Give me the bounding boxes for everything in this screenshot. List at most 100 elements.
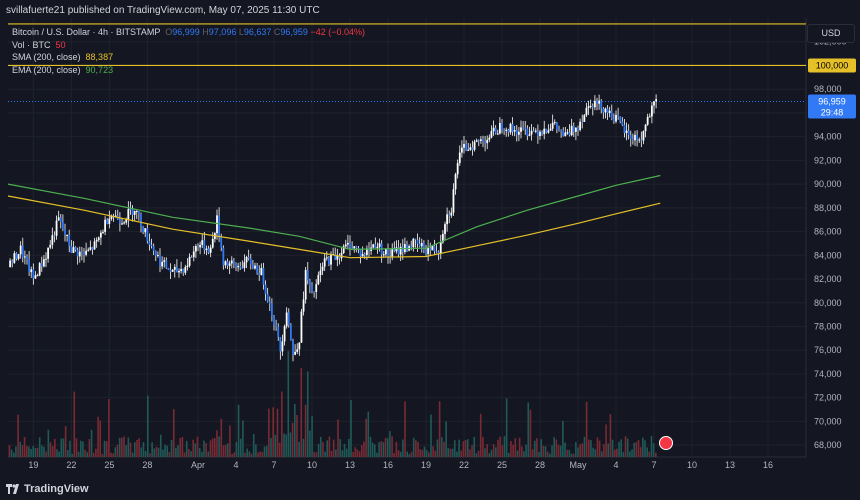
currency-button[interactable]: USD <box>807 24 855 43</box>
candle-body <box>574 127 577 132</box>
candle-body <box>230 260 233 264</box>
candle-body <box>501 122 503 130</box>
candle-body <box>591 105 594 108</box>
candle-body <box>21 245 24 258</box>
candle-body <box>163 260 166 262</box>
candle-body <box>34 275 37 279</box>
volume-bar <box>274 434 277 457</box>
volume-bar <box>205 443 207 457</box>
us-flag-event-icon[interactable] <box>659 436 673 450</box>
volume-bar <box>341 450 344 457</box>
candle-body <box>292 340 294 355</box>
candle-body <box>226 261 229 266</box>
volume-bar <box>45 451 47 457</box>
volume-bar <box>533 440 536 457</box>
candle-body <box>568 132 571 136</box>
candle-body <box>359 249 362 257</box>
volume-bar <box>127 437 130 457</box>
volume-bar <box>229 425 231 457</box>
publish-info: svillafuerte21 published on TradingView.… <box>6 5 320 16</box>
volume-bar <box>332 439 335 457</box>
volume-bar <box>464 439 467 457</box>
x-tick-label: 16 <box>383 460 393 470</box>
legend-sma-label[interactable]: SMA (200, close) <box>12 52 81 62</box>
volume-bar <box>110 452 112 457</box>
candle-body <box>218 215 221 237</box>
volume-bar <box>542 445 545 457</box>
candle-body <box>530 130 533 135</box>
candle-body <box>395 247 398 252</box>
volume-bar <box>505 398 508 457</box>
candle-body <box>547 130 550 133</box>
y-tick-label: 76,000 <box>814 345 842 355</box>
candle-body <box>161 261 164 267</box>
volume-bar <box>54 438 56 457</box>
volume-bar <box>41 445 43 457</box>
y-tick-label: 68,000 <box>814 440 842 450</box>
volume-bar <box>302 438 305 457</box>
volume-bar <box>562 420 564 457</box>
legend-l-label: L <box>238 27 244 37</box>
volume-bar <box>546 451 549 457</box>
candle-body <box>585 107 588 116</box>
price-chart[interactable]: 68,000 70,000 72,000 74,000 76,000 78,000 80,0… <box>0 0 860 478</box>
volume-bar <box>425 450 428 457</box>
candle-body <box>251 264 254 269</box>
volume-bar <box>639 447 642 457</box>
volume-bar <box>490 449 493 457</box>
candle-body <box>108 218 111 224</box>
volume-bar <box>112 453 114 457</box>
volume-bar <box>412 437 415 457</box>
candle-body <box>401 246 404 252</box>
candle-body <box>570 125 573 136</box>
volume-bar <box>376 452 378 457</box>
volume-bar <box>313 451 316 457</box>
candle-body <box>608 110 611 114</box>
candle-body <box>133 211 136 215</box>
volume-bar <box>380 441 383 457</box>
candle-body <box>393 249 396 252</box>
candle-body <box>334 254 337 260</box>
volume-bar <box>92 452 95 457</box>
candle-body <box>321 266 324 271</box>
volume-bar <box>49 442 52 457</box>
volume-bar <box>577 447 579 457</box>
legend-ema-label[interactable]: EMA (200, close) <box>12 64 81 75</box>
x-tick-label: 7 <box>271 460 276 470</box>
legend-sma-row: SMA (200, close) 88,387 <box>12 51 365 64</box>
candle-body <box>486 139 489 144</box>
volume-bar <box>248 451 251 457</box>
volume-bar <box>77 451 80 457</box>
candle-body <box>199 244 202 248</box>
x-tick-label: 13 <box>725 460 735 470</box>
volume-bar <box>581 443 584 457</box>
candle-body <box>256 265 259 273</box>
legend-symbol[interactable]: Bitcoin / U.S. Dollar · 4h · BITSTAMP <box>12 27 161 37</box>
candle-body <box>429 248 432 251</box>
volume-bar <box>90 429 93 457</box>
volume-bar <box>144 450 147 457</box>
candle-body <box>80 251 83 253</box>
volume-bar <box>166 445 169 457</box>
candle-body <box>342 246 345 254</box>
legend-high: 97,096 <box>208 27 237 37</box>
candle-body <box>266 293 269 302</box>
candle-body <box>435 251 438 253</box>
candle-body <box>281 341 284 352</box>
volume-bar <box>140 447 143 457</box>
candle-body <box>579 121 582 131</box>
candle-body <box>294 351 297 355</box>
legend-vol-label[interactable]: Vol · BTC <box>12 39 51 50</box>
candle-body <box>389 255 392 257</box>
volume-bar <box>471 445 473 457</box>
candle-body <box>313 291 316 293</box>
x-tick-label: 25 <box>104 460 114 470</box>
candle-body <box>551 122 554 129</box>
volume-bar <box>386 438 389 457</box>
volume-bar <box>142 442 145 457</box>
candle-body <box>140 213 142 227</box>
volume-bar <box>60 438 63 457</box>
sma-200-line <box>7 195 661 259</box>
candle-body <box>610 110 613 119</box>
